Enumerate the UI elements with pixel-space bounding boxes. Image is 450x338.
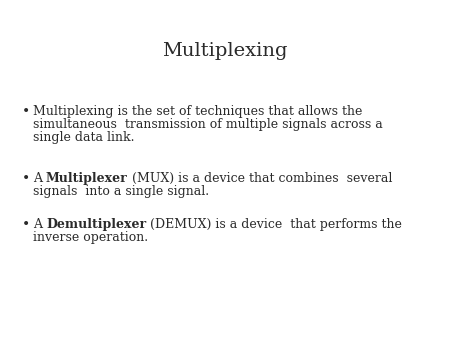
Text: A: A <box>33 218 46 231</box>
Text: A: A <box>33 172 46 185</box>
Text: Demultiplexer: Demultiplexer <box>46 218 146 231</box>
Text: Multiplexing: Multiplexing <box>162 42 288 60</box>
Text: inverse operation.: inverse operation. <box>33 231 148 244</box>
Text: single data link.: single data link. <box>33 131 135 144</box>
Text: (DEMUX) is a device  that performs the: (DEMUX) is a device that performs the <box>146 218 402 231</box>
Text: Multiplexing is the set of techniques that allows the: Multiplexing is the set of techniques th… <box>33 105 362 118</box>
Text: •: • <box>22 105 30 119</box>
Text: •: • <box>22 218 30 232</box>
Text: •: • <box>22 172 30 186</box>
Text: Multiplexer: Multiplexer <box>46 172 128 185</box>
Text: signals  into a single signal.: signals into a single signal. <box>33 185 209 198</box>
Text: (MUX) is a device that combines  several: (MUX) is a device that combines several <box>128 172 392 185</box>
Text: simultaneous  transmission of multiple signals across a: simultaneous transmission of multiple si… <box>33 118 383 131</box>
